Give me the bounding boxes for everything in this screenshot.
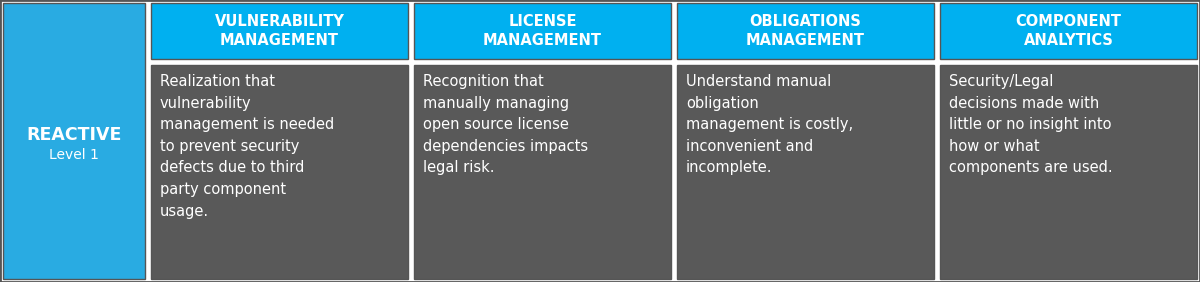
Text: Recognition that
manually managing
open source license
dependencies impacts
lega: Recognition that manually managing open … — [424, 74, 588, 175]
Bar — [677, 3, 934, 59]
Bar — [2, 3, 145, 279]
Bar — [940, 3, 1198, 59]
Text: OBLIGATIONS
MANAGEMENT: OBLIGATIONS MANAGEMENT — [746, 14, 865, 48]
Bar — [940, 65, 1198, 279]
Text: Security/Legal
decisions made with
little or no insight into
how or what
compone: Security/Legal decisions made with littl… — [949, 74, 1112, 175]
Bar — [414, 65, 671, 279]
Text: Realization that
vulnerability
management is needed
to prevent security
defects : Realization that vulnerability managemen… — [160, 74, 335, 219]
Bar — [151, 65, 408, 279]
Text: REACTIVE: REACTIVE — [26, 126, 121, 144]
Bar — [677, 65, 934, 279]
Text: LICENSE
MANAGEMENT: LICENSE MANAGEMENT — [482, 14, 602, 48]
Text: Understand manual
obligation
management is costly,
inconvenient and
incomplete.: Understand manual obligation management … — [686, 74, 853, 175]
Text: VULNERABILITY
MANAGEMENT: VULNERABILITY MANAGEMENT — [215, 14, 344, 48]
Text: COMPONENT
ANALYTICS: COMPONENT ANALYTICS — [1015, 14, 1122, 48]
Bar — [151, 3, 408, 59]
Text: Level 1: Level 1 — [49, 148, 98, 162]
Bar — [414, 3, 671, 59]
